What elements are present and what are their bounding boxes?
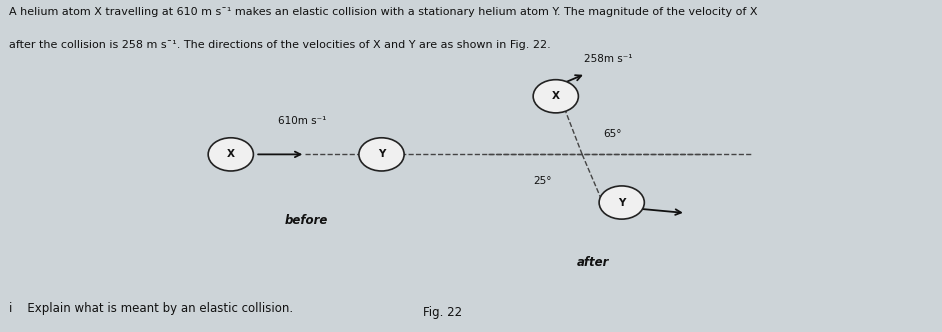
- Ellipse shape: [359, 138, 404, 171]
- Ellipse shape: [533, 80, 578, 113]
- Text: Y: Y: [378, 149, 385, 159]
- Text: i    Explain what is meant by an elastic collision.: i Explain what is meant by an elastic co…: [9, 302, 294, 315]
- Text: before: before: [284, 214, 328, 227]
- Text: X: X: [552, 91, 560, 101]
- Text: after: after: [577, 256, 609, 269]
- Text: X: X: [227, 149, 235, 159]
- Ellipse shape: [599, 186, 644, 219]
- Text: Fig. 22: Fig. 22: [423, 306, 463, 319]
- Ellipse shape: [208, 138, 253, 171]
- Text: A helium atom X travelling at 610 m s¯¹ makes an elastic collision with a statio: A helium atom X travelling at 610 m s¯¹ …: [9, 7, 758, 17]
- Text: 258m s⁻¹: 258m s⁻¹: [584, 54, 633, 64]
- Text: Y: Y: [618, 198, 625, 208]
- Text: after the collision is 258 m s¯¹. The directions of the velocities of X and Y ar: after the collision is 258 m s¯¹. The di…: [9, 40, 551, 50]
- Text: 610m s⁻¹: 610m s⁻¹: [278, 116, 326, 126]
- Text: 25°: 25°: [533, 176, 552, 186]
- Text: 65°: 65°: [603, 129, 622, 139]
